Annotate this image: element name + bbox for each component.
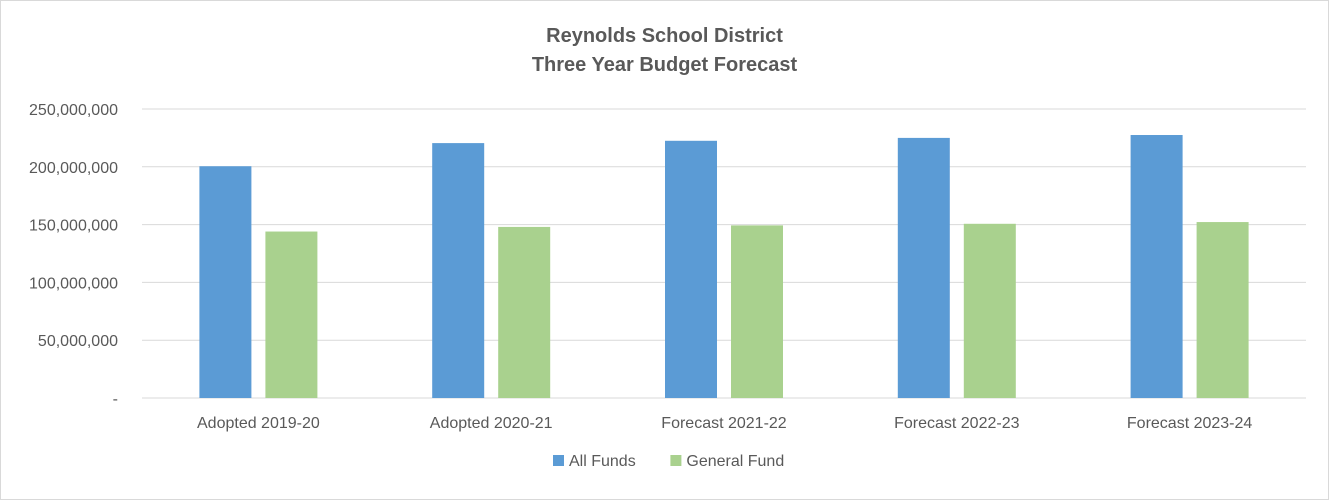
y-tick-label: 50,000,000 <box>38 333 118 350</box>
y-tick-label: - <box>113 391 118 408</box>
chart-subtitle: Three Year Budget Forecast <box>531 54 798 76</box>
y-tick-label: 200,000,000 <box>29 160 118 177</box>
bar-general-fund <box>1196 222 1249 398</box>
x-tick-label: Forecast 2023-24 <box>1127 415 1253 432</box>
y-tick-label: 250,000,000 <box>29 102 118 119</box>
bar-general-fund <box>265 231 318 398</box>
bar-all-funds <box>1130 135 1183 398</box>
x-tick-label: Forecast 2022-23 <box>894 415 1020 432</box>
x-tick-label: Adopted 2019-20 <box>197 415 320 432</box>
legend-label: General Fund <box>686 453 784 470</box>
legend-swatch <box>553 455 564 466</box>
bar-all-funds <box>665 140 717 399</box>
y-tick-label: 150,000,000 <box>29 218 118 235</box>
bar-all-funds <box>897 137 950 398</box>
x-tick-label: Adopted 2020-21 <box>430 415 553 432</box>
bar-general-fund <box>731 225 783 398</box>
chart-title-block: Reynolds School District Three Year Budg… <box>0 22 1329 80</box>
y-tick-label: 100,000,000 <box>29 275 118 292</box>
bar-general-fund <box>498 226 551 398</box>
x-tick-label: Forecast 2021-22 <box>661 415 787 432</box>
bar-general-fund <box>963 223 1016 398</box>
bar-all-funds <box>199 166 252 398</box>
legend-label: All Funds <box>569 453 636 470</box>
bar-all-funds <box>432 143 485 398</box>
chart-title: Reynolds School District <box>546 25 783 47</box>
legend-swatch <box>670 455 682 466</box>
